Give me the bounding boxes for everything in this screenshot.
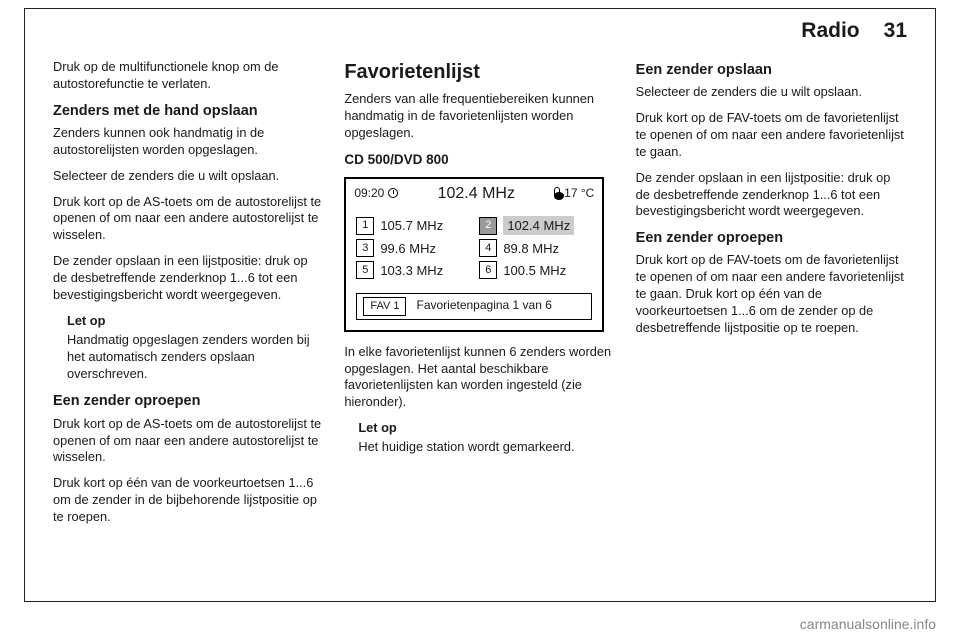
paragraph: Druk kort op de FAV-toets om de favoriet…: [636, 110, 905, 161]
preset-number: 2: [479, 217, 497, 235]
radio-temp: 17 °C: [554, 186, 594, 202]
column-3: Een zender opslaan Selecteer de zenders …: [624, 59, 915, 579]
paragraph: Druk kort op de AS-toets om de autostore…: [53, 194, 322, 245]
clock-icon: [388, 188, 398, 198]
radio-preset-5: 5 103.3 MHz: [356, 261, 469, 279]
radio-preset-grid: 1 105.7 MHz 2 102.4 MHz 3 99.6 MHz 4 89.…: [346, 208, 602, 287]
preset-freq: 102.4 MHz: [503, 216, 574, 235]
preset-freq: 99.6 MHz: [380, 240, 436, 257]
heading-favorites: Favorietenlijst: [344, 59, 613, 85]
preset-number: 3: [356, 239, 374, 257]
watermark: carmanualsonline.info: [800, 616, 936, 632]
heading-manual-store: Zenders met de hand opslaan: [53, 102, 322, 121]
header-page-number: 31: [884, 19, 907, 43]
heading-recall-station: Een zender oproepen: [636, 229, 905, 248]
radio-preset-6: 6 100.5 MHz: [479, 261, 592, 279]
radio-status-bar: 09:20 102.4 MHz 17 °C: [346, 179, 602, 208]
column-1: Druk op de multifunctionele knop om de a…: [53, 59, 332, 579]
preset-freq: 100.5 MHz: [503, 262, 566, 279]
thermometer-icon: [554, 187, 560, 199]
preset-number: 4: [479, 239, 497, 257]
column-2: Favorietenlijst Zenders van alle frequen…: [332, 59, 623, 579]
content-columns: Druk op de multifunctionele knop om de a…: [25, 47, 935, 591]
paragraph: Zenders van alle frequentiebereiken kunn…: [344, 91, 613, 142]
radio-preset-4: 4 89.8 MHz: [479, 239, 592, 257]
paragraph: Zenders kunnen ook handmatig in de autos…: [53, 125, 322, 159]
manual-page: Radio 31 Druk op de multifunctionele kno…: [24, 8, 936, 602]
fav-page-label: Favorietenpagina 1 van 6: [416, 298, 551, 314]
page-header: Radio 31: [25, 9, 935, 47]
heading-device-model: CD 500/DVD 800: [344, 151, 613, 169]
preset-number: 6: [479, 261, 497, 279]
heading-recall-station: Een zender oproepen: [53, 392, 322, 411]
header-title: Radio: [801, 19, 859, 43]
paragraph: Druk kort op de FAV-toets om de favoriet…: [636, 252, 905, 336]
note-block: Let op Handmatig opgeslagen zenders word…: [67, 313, 322, 383]
preset-number: 5: [356, 261, 374, 279]
fav-button-label: FAV 1: [363, 297, 406, 316]
preset-number: 1: [356, 217, 374, 235]
radio-fav-bar: FAV 1 Favorietenpagina 1 van 6: [356, 293, 592, 320]
radio-preset-2: 2 102.4 MHz: [479, 216, 592, 235]
radio-preset-1: 1 105.7 MHz: [356, 216, 469, 235]
note-body: Het huidige station wordt gemarkeerd.: [358, 439, 613, 456]
paragraph: In elke favorietenlijst kunnen 6 zenders…: [344, 344, 613, 412]
heading-store-station: Een zender opslaan: [636, 61, 905, 80]
paragraph: De zender opslaan in een lijstpositie: d…: [53, 253, 322, 304]
radio-current-frequency: 102.4 MHz: [438, 183, 515, 204]
note-block: Let op Het huidige station wordt gemarke…: [358, 420, 613, 456]
radio-time-value: 09:20: [354, 186, 384, 202]
paragraph: Selecteer de zenders die u wilt opslaan.: [53, 168, 322, 185]
paragraph: De zender opslaan in een lijstpositie: d…: [636, 170, 905, 221]
note-body: Handmatig opgeslagen zenders worden bij …: [67, 332, 322, 383]
paragraph: Druk kort op één van de voorkeurtoetsen …: [53, 475, 322, 526]
paragraph: Druk kort op de AS-toets om de autostore…: [53, 416, 322, 467]
paragraph: Druk op de multifunctionele knop om de a…: [53, 59, 322, 93]
radio-temp-value: 17 °C: [564, 186, 594, 202]
preset-freq: 105.7 MHz: [380, 217, 443, 234]
note-title: Let op: [358, 420, 613, 437]
preset-freq: 103.3 MHz: [380, 262, 443, 279]
radio-preset-3: 3 99.6 MHz: [356, 239, 469, 257]
preset-freq: 89.8 MHz: [503, 240, 559, 257]
note-title: Let op: [67, 313, 322, 330]
radio-time: 09:20: [354, 186, 398, 202]
radio-display: 09:20 102.4 MHz 17 °C 1 105.7 MHz: [344, 177, 604, 332]
paragraph: Selecteer de zenders die u wilt opslaan.: [636, 84, 905, 101]
